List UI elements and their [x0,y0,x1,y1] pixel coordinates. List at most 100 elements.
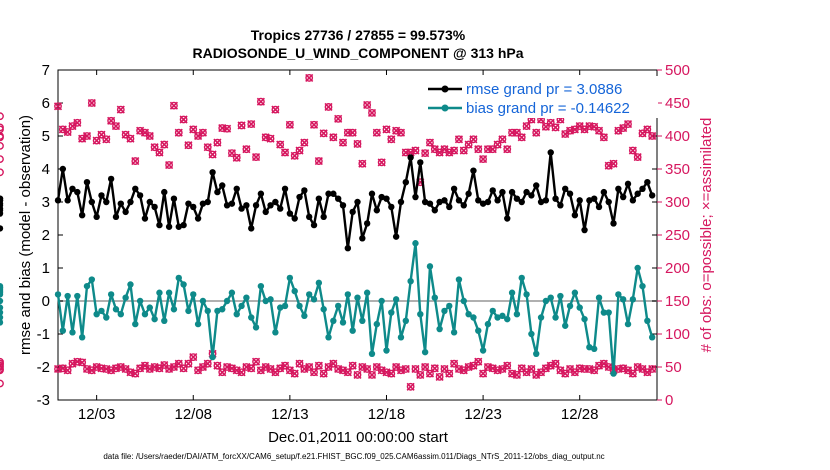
obs-possible-marker [474,145,483,154]
bias-point [170,306,178,313]
obs-possible-marker [459,146,468,155]
obs-possible-marker [0,123,4,132]
bias-point [194,320,202,328]
obs-possible-marker [517,364,526,373]
bias-point [397,334,405,341]
bias-point [605,309,612,316]
obs-possible-marker [271,105,280,114]
obs-possible-marker [498,135,507,144]
obs-possible-marker [160,361,169,369]
bias-point [581,315,588,323]
rmse-point [489,187,496,194]
rmse-point [373,207,381,214]
rmse-point [624,180,632,188]
bias-point [310,296,318,303]
bias-point [315,279,323,287]
obs-possible-marker [199,128,207,137]
obs-possible-marker [155,148,164,157]
obs-possible-marker [63,366,72,375]
bias-point [0,319,4,326]
rmse-point [484,198,492,206]
obs-possible-marker [469,361,478,370]
obs-possible-marker [0,363,4,371]
rmse-point [59,165,67,173]
obs-possible-marker [0,112,4,121]
obs-possible-marker [484,145,492,154]
y-axis-label-left: rmse and bias (model - observation) [17,115,34,355]
bias-point [383,347,390,354]
obs-possible-marker [131,369,140,378]
obs-possible-marker [319,129,328,138]
bias-point [595,294,603,301]
rmse-point [98,192,105,199]
rmse-point [533,182,540,189]
rmse-point [74,188,81,196]
bias-point [223,297,231,305]
rmse-point [132,185,139,192]
rmse-point [441,197,448,204]
bias-point [0,289,4,296]
rmse-point [465,190,472,197]
bias-point [325,334,332,341]
y-tick-label-right: 150 [665,293,690,310]
obs-possible-marker [252,153,260,162]
bias-point [277,304,284,311]
rmse-point [586,197,593,204]
rmse-point [0,207,4,214]
obs-possible-marker [0,133,4,142]
rmse-point [117,200,124,207]
obs-possible-marker [430,364,439,373]
obs-possible-marker [387,135,396,144]
rmse-point [566,190,574,197]
legend-bias-label: bias grand pr = -0.14622 [466,100,630,117]
obs-possible-marker [184,141,193,150]
chart-title: Tropics 27736 / 27855 = 99.573% [251,27,466,43]
rmse-point [595,203,603,211]
obs-possible-marker [329,359,338,368]
obs-possible-marker [503,145,512,154]
obs-possible-marker [63,128,72,136]
y-tick-label-right: 500 [665,62,690,79]
rmse-point [127,198,134,206]
obs-possible-marker [450,359,459,368]
obs-possible-marker [387,369,396,378]
bias-point [165,289,173,296]
obs-possible-marker [281,361,289,370]
rmse-point [615,185,622,192]
y-tick-label-right: 400 [665,128,690,145]
rmse-point [344,245,352,252]
obs-possible-marker [228,149,236,158]
obs-possible-marker [305,74,314,82]
obs-possible-marker [426,138,434,147]
bias-line [56,242,654,375]
bias-point [644,317,651,324]
bias-point [204,307,211,315]
bias-point [489,307,496,315]
rmse-point [407,154,414,161]
rmse-point [141,215,149,222]
obs-possible-marker [232,153,241,162]
bias-point [615,291,622,298]
obs-possible-marker [363,365,372,373]
rmse-point [156,221,163,229]
bias-point [571,289,579,296]
rmse-point [547,149,554,156]
bias-point [301,312,308,320]
obs-possible-marker [276,140,285,149]
rmse-point [436,198,443,206]
obs-possible-marker [464,140,473,149]
obs-possible-marker [112,122,120,131]
rmse-point [146,198,153,206]
bias-point [624,320,632,328]
bias-point [267,296,274,303]
bias-point [494,314,501,321]
obs-possible-marker [522,122,531,131]
obs-possible-marker [0,379,4,388]
bias-point [634,264,641,272]
obs-possible-marker [406,382,415,391]
rmse-point [83,179,91,186]
rmse-point [204,198,211,206]
bias-point [566,302,574,310]
obs-possible-marker [170,101,178,110]
legend-box [421,76,658,118]
